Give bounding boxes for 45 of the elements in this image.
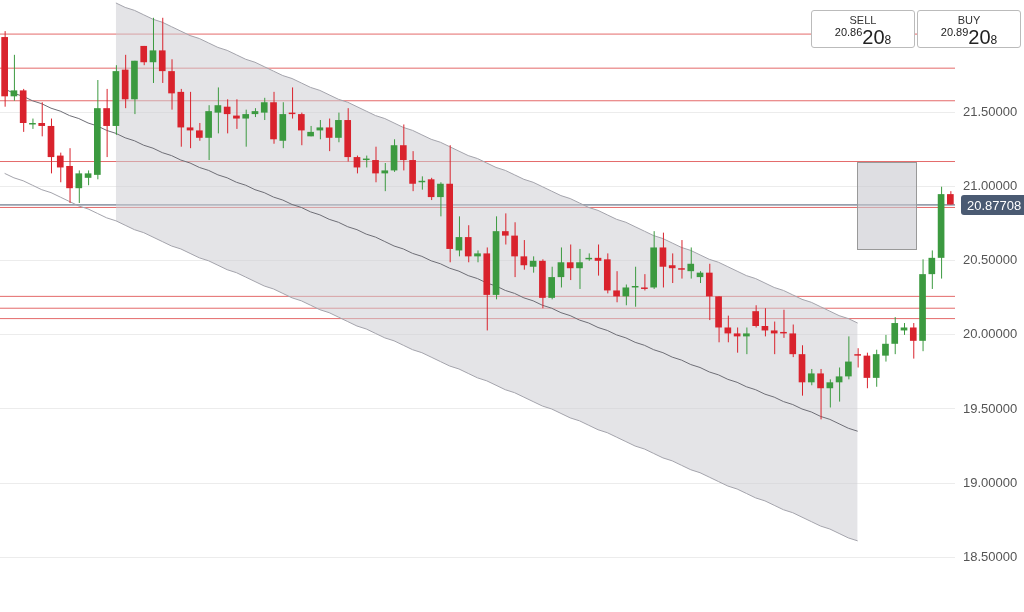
candlestick <box>381 162 389 192</box>
candlestick <box>260 97 268 121</box>
annotation: 20 <box>862 26 885 48</box>
candlestick <box>483 246 491 331</box>
candlestick <box>399 123 407 171</box>
text: 20 <box>968 26 991 48</box>
candlestick <box>344 107 352 163</box>
candlestick <box>548 266 556 300</box>
annotation: 20.89 <box>940 26 969 38</box>
candlestick <box>668 252 676 284</box>
candlestick <box>678 239 685 280</box>
candlestick <box>752 304 759 328</box>
y-tick-label: 18.50000 <box>963 548 1018 564</box>
y-tick-label: 21.50000 <box>963 104 1018 120</box>
candlestick <box>770 321 778 355</box>
candlestick <box>891 316 899 355</box>
annotation: 20.86 <box>834 26 863 38</box>
candlestick <box>854 347 861 368</box>
text: 8 <box>990 33 998 47</box>
candlestick <box>38 101 46 137</box>
candlestick <box>158 17 166 84</box>
candlestick <box>19 88 27 133</box>
candlestick <box>807 368 815 386</box>
candlestick <box>909 322 917 360</box>
candlestick <box>501 212 509 245</box>
candlestick <box>650 230 657 290</box>
candlestick <box>196 122 203 142</box>
y-tick-label: 20.50000 <box>963 252 1018 268</box>
candlestick <box>566 244 574 281</box>
text: BUY <box>956 14 982 26</box>
y-tick-label: 19.50000 <box>963 400 1018 416</box>
ref-line-label: 20.87708 <box>967 197 1022 213</box>
candlestick <box>279 101 287 149</box>
candlestick <box>242 109 250 148</box>
candlestick <box>789 324 797 358</box>
y-tick-label: 21.00000 <box>963 178 1018 194</box>
candlestick <box>826 378 834 409</box>
candlestick <box>872 349 880 388</box>
candlestick <box>641 273 648 291</box>
annotation: 8 <box>884 33 892 47</box>
annotation: SELL <box>848 14 878 26</box>
candlestick <box>446 144 454 263</box>
y-tick-label: 20.00000 <box>963 326 1018 342</box>
candlestick <box>75 169 83 204</box>
y-tick-label: 19.00000 <box>963 474 1018 490</box>
